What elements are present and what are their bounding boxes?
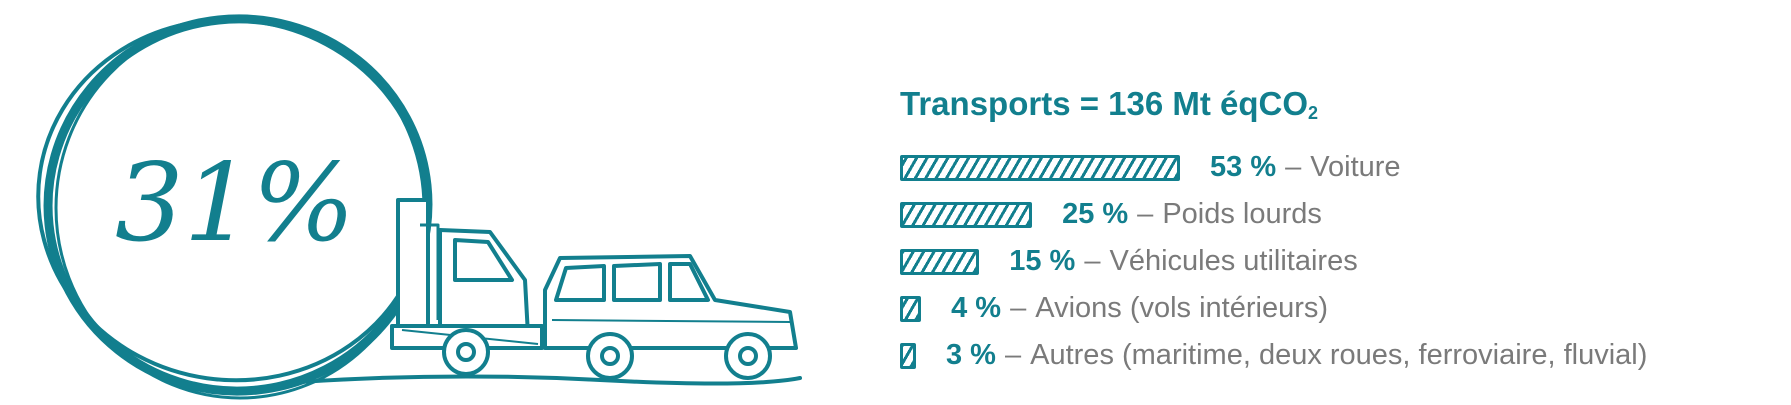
bar-category-label: Autres (maritime, deux roues, ferroviair…	[1030, 339, 1648, 371]
bar	[900, 248, 980, 275]
big-percent: 31%	[115, 141, 355, 266]
bar-value-label: 4 %	[951, 292, 1002, 324]
car-icon	[543, 254, 798, 380]
separator: –	[1084, 245, 1101, 277]
ground-line	[298, 374, 802, 386]
bar-category-label: Poids lourds	[1162, 198, 1322, 230]
bar	[900, 295, 922, 322]
bar	[900, 154, 1180, 181]
bar-row: 4 % – Avions (vols intérieurs)	[900, 285, 1780, 332]
bar-category-label: Véhicules utilitaires	[1109, 245, 1358, 277]
bar-row: 25 % – Poids lourds	[900, 191, 1780, 238]
chart-title-subscript: 2	[1308, 103, 1319, 123]
chart-title-main: Transports = 136 Mt éqCO	[900, 85, 1309, 122]
bar-value-label: 3 %	[946, 339, 996, 371]
bar-category-label: Voiture	[1310, 151, 1401, 183]
tow-truck-icon	[390, 198, 544, 376]
bar	[900, 201, 1033, 228]
bar-list: 53 % – Voiture 25 % – Poids lourds 15 % – Véhicu…	[900, 144, 1780, 379]
bar-row: 3 % – Autres (maritime, deux roues, ferrov…	[900, 332, 1780, 379]
bar-value-label: 15 %	[1009, 245, 1076, 277]
bar	[900, 342, 916, 369]
separator: –	[1137, 198, 1154, 230]
separator: –	[1004, 339, 1022, 371]
bar-row: 15 % – Véhicules utilitaires	[900, 238, 1780, 285]
separator: –	[1010, 292, 1027, 324]
transport-breakdown-panel: Transports = 136 Mt éqCO2 53 % – Voiture 25…	[900, 85, 1780, 379]
separator: –	[1285, 151, 1302, 183]
bar-category-label: Avions (vols intérieurs)	[1035, 292, 1329, 324]
bar-row: 53 % – Voiture	[900, 144, 1780, 191]
bar-value-label: 53 %	[1210, 151, 1277, 183]
transport-illustration: 31%	[36, 14, 802, 400]
chart-title: Transports = 136 Mt éqCO2	[900, 85, 1780, 124]
bar-value-label: 25 %	[1062, 198, 1129, 230]
